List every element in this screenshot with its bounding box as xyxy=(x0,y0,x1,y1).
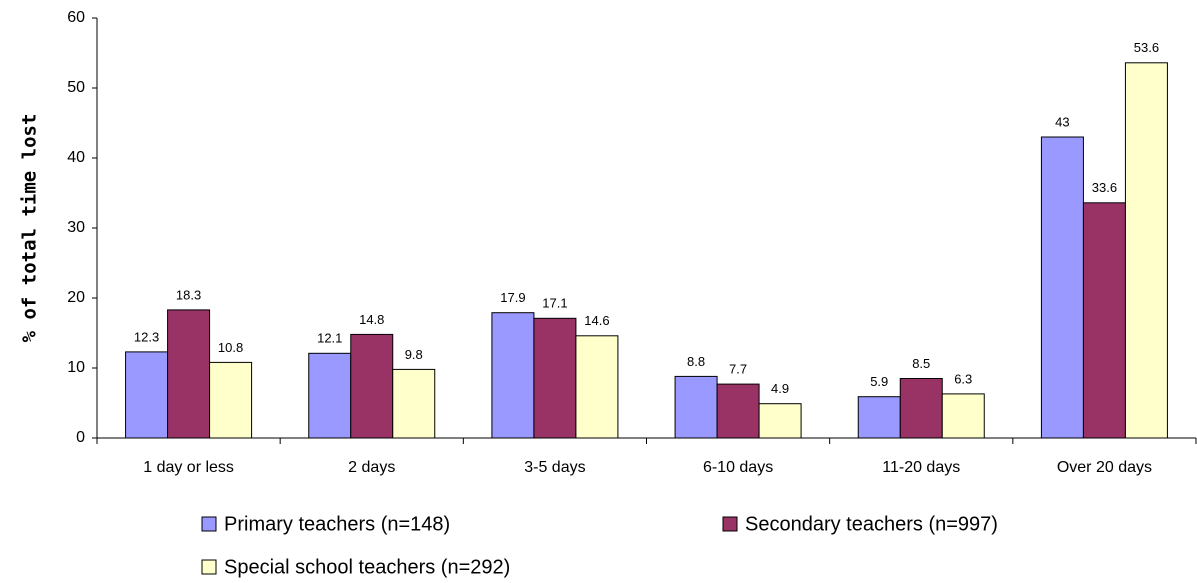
legend-label: Special school teachers (n=292) xyxy=(224,556,510,578)
bar xyxy=(1124,62,1168,439)
value-label: 17.1 xyxy=(542,296,567,311)
bar xyxy=(350,333,394,439)
x-tick-label: 11-20 days xyxy=(882,459,960,476)
bar xyxy=(167,309,211,439)
bar xyxy=(857,396,901,439)
y-tick-label: 20 xyxy=(67,289,85,306)
value-label: 7.7 xyxy=(729,362,747,377)
bar xyxy=(1040,136,1084,439)
x-tick-label: 2 days xyxy=(348,459,395,476)
bar xyxy=(716,383,760,439)
bar xyxy=(941,393,985,439)
value-label: 9.8 xyxy=(405,347,423,362)
x-tick-label: 1 day or less xyxy=(143,459,234,476)
bar xyxy=(392,368,436,439)
legend-swatch xyxy=(722,516,738,532)
value-label: 5.9 xyxy=(870,374,888,389)
bar xyxy=(209,361,253,439)
y-tick-label: 10 xyxy=(67,359,85,376)
y-tick-label: 30 xyxy=(67,219,85,236)
value-label: 14.8 xyxy=(359,312,384,327)
legend-label: Secondary teachers (n=997) xyxy=(745,513,998,535)
value-label: 53.6 xyxy=(1134,40,1159,55)
legend-swatch xyxy=(201,516,217,532)
value-label: 17.9 xyxy=(500,290,525,305)
value-label: 10.8 xyxy=(218,340,243,355)
x-tick-label: Over 20 days xyxy=(1057,459,1152,476)
bar xyxy=(575,335,619,439)
y-tick-label: 50 xyxy=(67,79,85,96)
bar xyxy=(125,351,169,439)
value-label: 8.8 xyxy=(687,354,705,369)
y-tick-label: 40 xyxy=(67,149,85,166)
bar xyxy=(674,375,718,439)
value-label: 14.6 xyxy=(584,313,609,328)
bar xyxy=(1082,202,1126,439)
value-label: 8.5 xyxy=(912,356,930,371)
bar xyxy=(308,352,352,439)
value-label: 6.3 xyxy=(954,371,972,386)
bar xyxy=(533,317,577,439)
x-tick-label: 6-10 days xyxy=(703,459,773,476)
value-label: 18.3 xyxy=(176,287,201,302)
y-axis-label: % of total time lost xyxy=(19,114,41,343)
value-label: 12.1 xyxy=(317,331,342,346)
value-label: 12.3 xyxy=(134,329,159,344)
legend-label: Primary teachers (n=148) xyxy=(224,513,450,535)
x-tick-label: 3-5 days xyxy=(524,459,585,476)
bar xyxy=(758,403,802,439)
value-label: 4.9 xyxy=(771,381,789,396)
bar xyxy=(491,312,535,439)
value-label: 33.6 xyxy=(1092,180,1117,195)
y-tick-label: 0 xyxy=(76,429,85,446)
bar xyxy=(899,378,943,439)
y-tick-label: 60 xyxy=(67,9,85,26)
value-label: 43 xyxy=(1055,114,1069,129)
legend-swatch xyxy=(201,559,217,575)
